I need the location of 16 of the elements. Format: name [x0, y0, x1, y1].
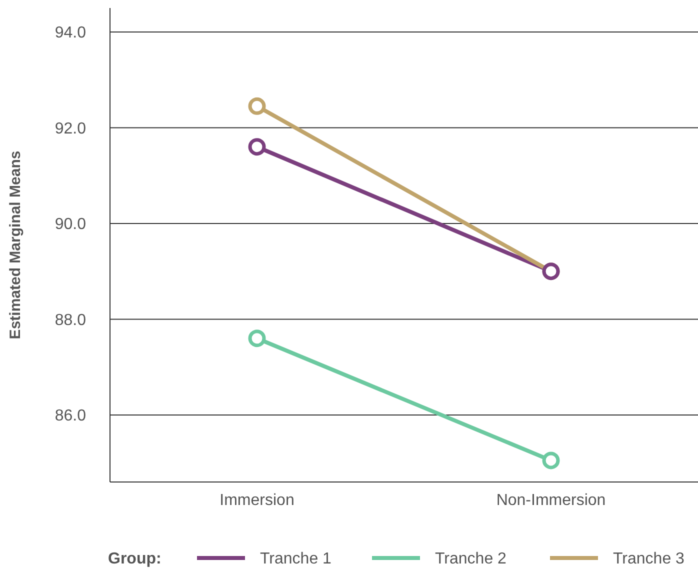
y-tick-label: 86.0 — [54, 408, 86, 425]
x-tick-label: Immersion — [220, 492, 294, 509]
point — [248, 97, 266, 115]
y-tick-label: 92.0 — [54, 120, 86, 138]
point — [248, 138, 266, 156]
legend-label: Tranche 3 — [613, 550, 685, 568]
y-tick-label: 90.0 — [54, 216, 86, 234]
legend-title: Group: — [108, 550, 162, 568]
x-tick-label: Non-Immersion — [496, 492, 606, 509]
y-axis-title: Estimated Marginal Means — [7, 150, 24, 340]
y-tick-label: 94.0 — [54, 24, 86, 42]
legend-label: Tranche 2 — [435, 550, 507, 568]
point — [542, 452, 560, 470]
y-tick-label: 88.0 — [54, 312, 86, 329]
point — [248, 330, 266, 348]
legend-label: Tranche 1 — [260, 550, 332, 568]
